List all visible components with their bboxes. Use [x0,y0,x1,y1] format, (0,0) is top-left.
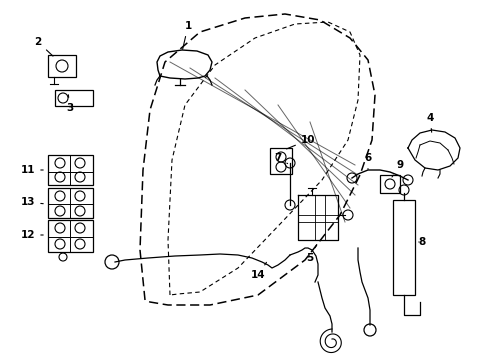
Text: 10: 10 [286,135,315,149]
Text: 9: 9 [391,160,403,177]
Text: 6: 6 [364,153,371,169]
Text: 2: 2 [34,37,53,56]
Text: 11: 11 [20,165,43,175]
Bar [48,55,76,77]
Text: 12: 12 [20,230,43,240]
Bar [48,220,93,252]
Bar [392,200,414,295]
Bar [379,175,399,193]
Bar [269,148,291,174]
Bar [55,90,93,106]
Text: 3: 3 [66,95,74,113]
Bar [48,155,93,185]
Bar [48,188,93,218]
Text: 8: 8 [418,237,425,247]
Text: 5: 5 [306,244,316,263]
Text: 13: 13 [20,197,43,207]
Text: 7: 7 [274,153,287,163]
Text: 14: 14 [250,262,266,280]
Text: 4: 4 [426,113,433,132]
Text: 1: 1 [182,21,191,49]
